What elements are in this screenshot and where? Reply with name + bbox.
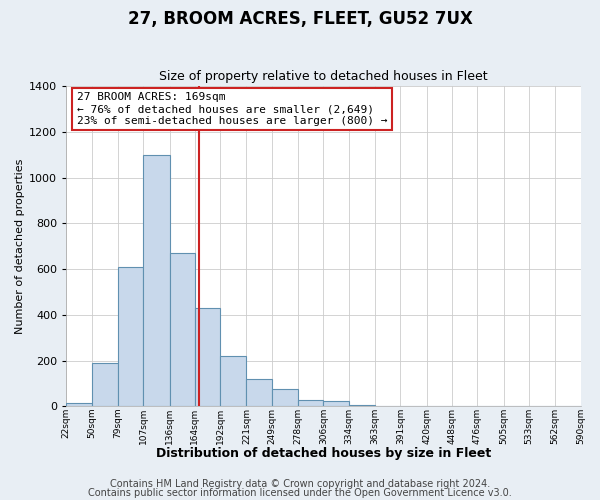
Bar — [220, 356, 247, 406]
X-axis label: Distribution of detached houses by size in Fleet: Distribution of detached houses by size … — [156, 447, 491, 460]
Bar — [323, 400, 349, 406]
Bar — [67, 403, 92, 406]
Bar — [298, 400, 323, 406]
Bar — [92, 363, 118, 406]
Bar — [118, 267, 143, 406]
Bar — [247, 379, 272, 406]
Bar — [170, 253, 195, 406]
Bar — [272, 390, 298, 406]
Text: Contains public sector information licensed under the Open Government Licence v3: Contains public sector information licen… — [88, 488, 512, 498]
Bar — [143, 154, 170, 406]
Title: Size of property relative to detached houses in Fleet: Size of property relative to detached ho… — [159, 70, 488, 84]
Text: 27, BROOM ACRES, FLEET, GU52 7UX: 27, BROOM ACRES, FLEET, GU52 7UX — [128, 10, 472, 28]
Y-axis label: Number of detached properties: Number of detached properties — [15, 158, 25, 334]
Text: 27 BROOM ACRES: 169sqm
← 76% of detached houses are smaller (2,649)
23% of semi-: 27 BROOM ACRES: 169sqm ← 76% of detached… — [77, 92, 387, 126]
Bar — [195, 308, 220, 406]
Text: Contains HM Land Registry data © Crown copyright and database right 2024.: Contains HM Land Registry data © Crown c… — [110, 479, 490, 489]
